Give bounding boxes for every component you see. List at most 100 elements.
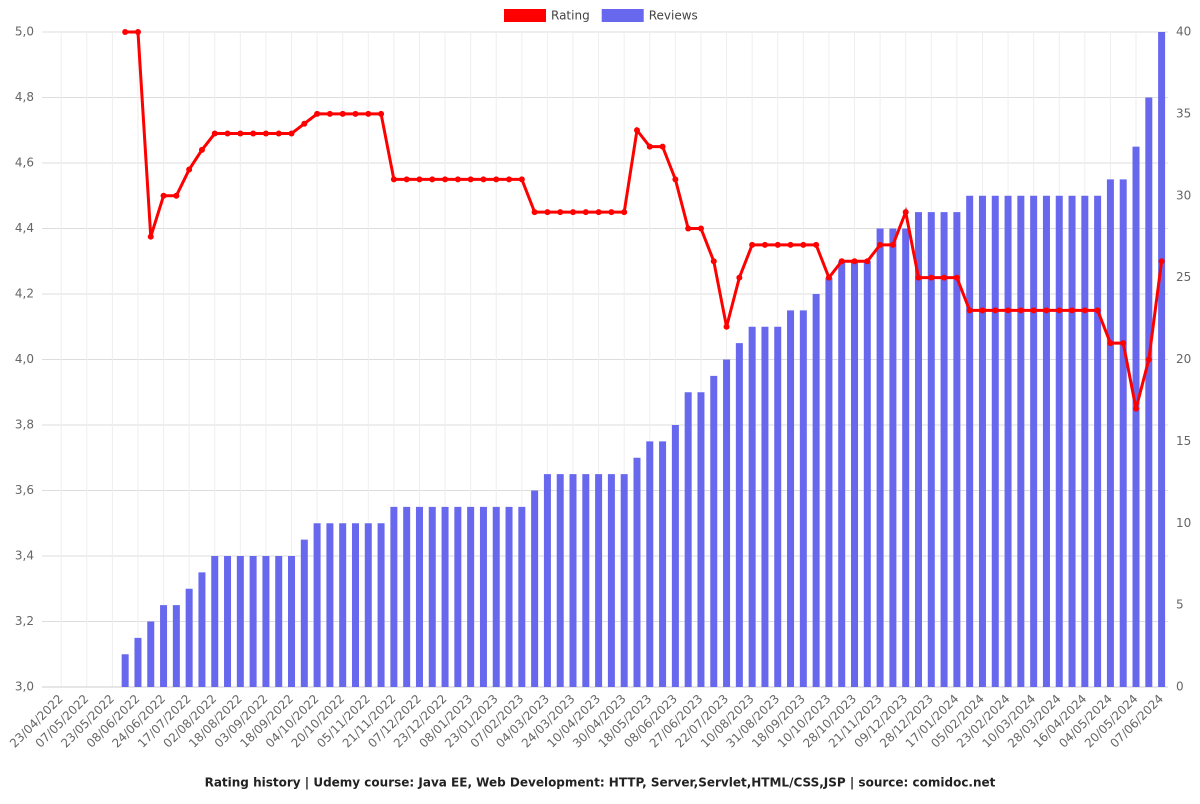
bar xyxy=(377,523,385,687)
bar xyxy=(825,277,833,687)
rating-point xyxy=(262,130,269,137)
bar xyxy=(134,637,142,687)
bar xyxy=(876,228,884,687)
bar xyxy=(978,195,986,687)
bar xyxy=(607,474,615,687)
bar xyxy=(1106,179,1114,687)
rating-point xyxy=(134,29,141,35)
bar xyxy=(723,359,731,687)
rating-point xyxy=(352,110,359,117)
rating-point xyxy=(1145,356,1152,363)
bar xyxy=(774,326,782,687)
rating-point xyxy=(557,209,564,216)
rating-point xyxy=(288,130,295,137)
y2-tick-label: 15 xyxy=(1176,434,1191,448)
bar xyxy=(339,523,347,687)
y-tick-label: 4,6 xyxy=(15,156,34,170)
bar xyxy=(838,261,846,687)
rating-point xyxy=(851,258,858,265)
rating-point xyxy=(928,274,935,281)
bar xyxy=(684,392,692,687)
rating-point xyxy=(122,29,129,35)
rating-point xyxy=(531,209,538,216)
rating-point xyxy=(1005,307,1012,314)
rating-point xyxy=(1043,307,1050,314)
bar xyxy=(505,506,513,687)
rating-point xyxy=(723,323,730,330)
bar xyxy=(172,605,180,687)
bar xyxy=(147,621,155,687)
bar xyxy=(403,506,411,687)
bar xyxy=(902,228,910,687)
bar xyxy=(1158,32,1166,687)
bar xyxy=(620,474,628,687)
y-tick-label: 4,0 xyxy=(15,352,34,366)
legend-swatch xyxy=(504,9,546,22)
rating-point xyxy=(390,176,397,183)
y-tick-label: 3,6 xyxy=(15,483,34,497)
rating-point xyxy=(211,130,218,137)
rating-point xyxy=(672,176,679,183)
bar xyxy=(633,457,641,687)
rating-point xyxy=(467,176,474,183)
bar xyxy=(1081,195,1089,687)
rating-point xyxy=(889,241,896,248)
y-tick-label: 4,2 xyxy=(15,287,34,301)
rating-point xyxy=(1133,405,1140,412)
rating-point xyxy=(365,110,372,117)
bar xyxy=(415,506,423,687)
bar xyxy=(966,195,974,687)
rating-point xyxy=(979,307,986,314)
rating-point xyxy=(813,241,820,248)
bar xyxy=(467,506,475,687)
legend-label: Rating xyxy=(551,9,590,23)
rating-point xyxy=(877,241,884,248)
bar xyxy=(799,310,807,687)
bar xyxy=(914,212,922,687)
bar xyxy=(556,474,564,687)
bar xyxy=(1094,195,1102,687)
bar xyxy=(300,539,308,687)
bar xyxy=(531,490,539,687)
bar xyxy=(288,556,296,687)
rating-point xyxy=(608,209,615,216)
bar xyxy=(351,523,359,687)
bar xyxy=(249,556,257,687)
rating-point xyxy=(544,209,551,216)
rating-point xyxy=(314,110,321,117)
rating-point xyxy=(275,130,282,137)
y2-tick-label: 0 xyxy=(1176,680,1184,694)
rating-point xyxy=(1069,307,1076,314)
rating-point xyxy=(518,176,525,183)
bar xyxy=(492,506,500,687)
rating-point xyxy=(582,209,589,216)
rating-point xyxy=(825,274,832,281)
bar xyxy=(812,294,820,687)
bar xyxy=(710,375,718,687)
rating-point xyxy=(838,258,845,265)
bar xyxy=(390,506,398,687)
rating-point xyxy=(186,166,193,173)
rating-point xyxy=(1120,340,1127,347)
rating-point xyxy=(1081,307,1088,314)
bar xyxy=(863,261,871,687)
bar xyxy=(569,474,577,687)
bar xyxy=(236,556,244,687)
bar xyxy=(1042,195,1050,687)
y2-tick-label: 5 xyxy=(1176,598,1184,612)
bar xyxy=(211,556,219,687)
bar xyxy=(198,572,206,687)
rating-point xyxy=(160,192,167,199)
bar xyxy=(1132,146,1140,687)
rating-point xyxy=(992,307,999,314)
rating-point xyxy=(685,225,692,232)
rating-point xyxy=(237,130,244,137)
bar xyxy=(582,474,590,687)
bar xyxy=(748,326,756,687)
bar xyxy=(441,506,449,687)
bar xyxy=(787,310,795,687)
rating-point xyxy=(250,130,257,137)
bar xyxy=(1030,195,1038,687)
rating-point xyxy=(339,110,346,117)
rating-point xyxy=(493,176,500,183)
